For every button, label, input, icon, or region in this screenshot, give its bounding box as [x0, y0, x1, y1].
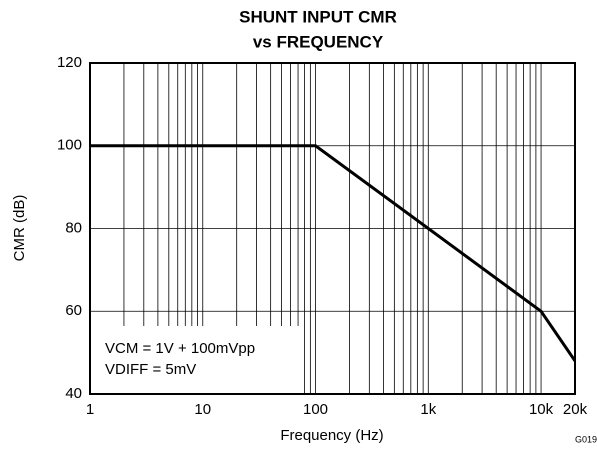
x-tick-label: 100 — [303, 401, 328, 418]
y-tick-label: 100 — [57, 137, 82, 154]
annotation: VCM = 1V + 100mVpp — [105, 340, 255, 357]
annotation-box — [91, 326, 301, 393]
x-tick-label: 20k — [563, 401, 588, 418]
plot-frame — [89, 62, 576, 395]
x-axis-label: Frequency (Hz) — [280, 427, 383, 444]
x-tick-label: 10k — [529, 401, 554, 418]
y-tick-label: 80 — [65, 219, 82, 236]
x-tick-label: 1 — [86, 401, 94, 418]
y-axis-label: CMR (dB) — [11, 195, 28, 262]
y-tick-label: 120 — [57, 54, 82, 71]
chart-title: SHUNT INPUT CMR — [239, 7, 397, 26]
annotation: VDIFF = 5mV — [105, 361, 196, 378]
y-tick-label: 40 — [65, 385, 82, 402]
x-tick-label: 1k — [420, 401, 436, 418]
x-tick-label: 10 — [194, 401, 211, 418]
y-tick-label: 60 — [65, 302, 82, 319]
data-line — [90, 144, 577, 362]
chart-subtitle: vs FREQUENCY — [253, 32, 384, 51]
annotation: G019 — [575, 434, 597, 444]
